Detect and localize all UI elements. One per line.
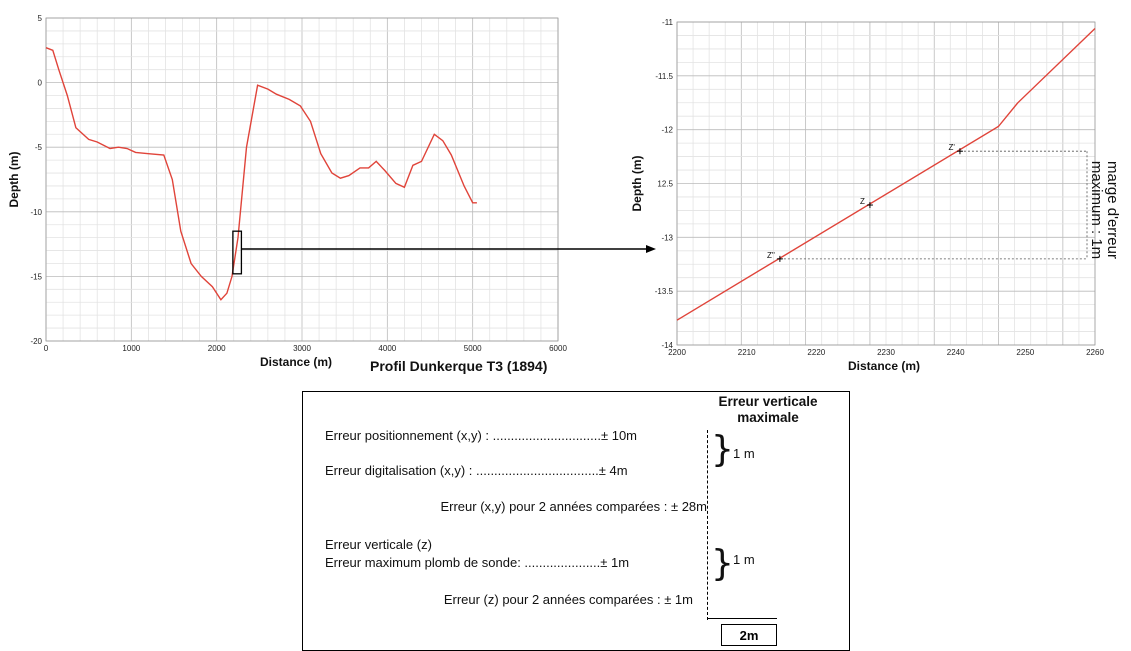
row-digitization-error: Erreur digitalisation (x,y) : ..........…: [325, 463, 628, 478]
y-tick-label: -5: [35, 143, 43, 152]
y-tick-label: -11.5: [655, 72, 673, 81]
x-tick-label: 1000: [122, 344, 140, 353]
series-line: [45, 47, 477, 301]
x-tick-label: 2230: [877, 348, 895, 357]
x-tick-label: 2200: [668, 348, 686, 357]
inset-box: [232, 230, 243, 275]
point-label: Z'': [767, 251, 775, 260]
y-tick-label: -10: [30, 208, 42, 217]
x-tick-label: 4000: [378, 344, 396, 353]
y-tick-label: 12.5: [657, 180, 673, 189]
y-tick-label: -13: [661, 233, 673, 242]
vertical-error-header-line1: Erreur verticale: [718, 394, 818, 409]
series-line: [676, 27, 1096, 321]
row-sounding-error: Erreur maximum plomb de sonde: .........…: [325, 555, 630, 570]
profile-chart: 0 1000 2000 3000 4000 5000 6000 5 0 -5 -10 -15 -20 Di…: [7, 14, 567, 374]
inset-connector: [241, 245, 656, 253]
row-vertical-error-title: Erreur verticale (z): [325, 537, 432, 552]
brace-top-label: 1 m: [733, 446, 755, 461]
row-z-compared-error: Erreur (z) pour 2 années comparées : ± 1…: [443, 592, 693, 607]
x-tick-label: 2260: [1086, 348, 1104, 357]
y-tick-label: -15: [30, 272, 42, 281]
connector-arrow-head: [646, 245, 656, 253]
y-axis-label: Depth (m): [7, 152, 21, 208]
x-tick-label: 2240: [947, 348, 965, 357]
x-tick-label: 2210: [738, 348, 756, 357]
brace-bottom-label: 1 m: [733, 552, 755, 567]
row-position-error: Erreur positionnement (x,y) : ..........…: [325, 428, 638, 443]
scale-bar: 2m: [721, 624, 777, 646]
y-tick-label: -13.5: [655, 287, 674, 296]
y-tick-label: 5: [38, 14, 43, 23]
dashed-divider: [707, 430, 708, 620]
vertical-error-header-line2: maximale: [737, 410, 799, 425]
side-label-line2: maximum : 1m: [1088, 161, 1105, 259]
error-table: Erreur verticale maximale Erreur positio…: [302, 391, 850, 651]
y-tick-label: -20: [30, 337, 42, 346]
vertical-error-header: Erreur verticale maximale: [693, 394, 843, 426]
x-axis-label: Distance (m): [848, 359, 920, 373]
row-xy-compared-error: Erreur (x,y) pour 2 années comparées : ±…: [440, 499, 707, 514]
zoom-chart: 2200 2210 2220 2230 2240 2250 2260 -11 -11.5 -12 1…: [630, 18, 1121, 373]
charts-canvas: 0 1000 2000 3000 4000 5000 6000 5 0 -5 -10 -15 -20 Di…: [7, 14, 1121, 374]
y-tick-label: -11: [662, 18, 674, 27]
y-tick-label: -12: [661, 126, 673, 135]
point-label: Z: [860, 197, 865, 206]
x-tick-label: 6000: [549, 344, 567, 353]
chart-title: Profil Dunkerque T3 (1894): [370, 358, 547, 374]
side-label-line1: marge d'erreur: [1104, 161, 1121, 259]
y-tick-label: -14: [661, 341, 673, 350]
y-tick-label: 0: [38, 79, 43, 88]
x-tick-label: 3000: [293, 344, 311, 353]
x-tick-label: 2220: [807, 348, 825, 357]
x-axis-label: Distance (m): [260, 355, 332, 369]
brace-top-icon: }: [711, 429, 734, 470]
scale-line: [707, 618, 777, 619]
y-axis-label: Depth (m): [630, 156, 644, 212]
x-tick-label: 0: [44, 344, 49, 353]
brace-bottom-icon: }: [711, 543, 734, 584]
plot-frame: [676, 21, 1096, 346]
x-tick-label: 2250: [1016, 348, 1034, 357]
x-tick-label: 5000: [464, 344, 482, 353]
point-label: Z': [949, 143, 956, 152]
plot-frame: [45, 17, 559, 342]
x-tick-label: 2000: [208, 344, 226, 353]
